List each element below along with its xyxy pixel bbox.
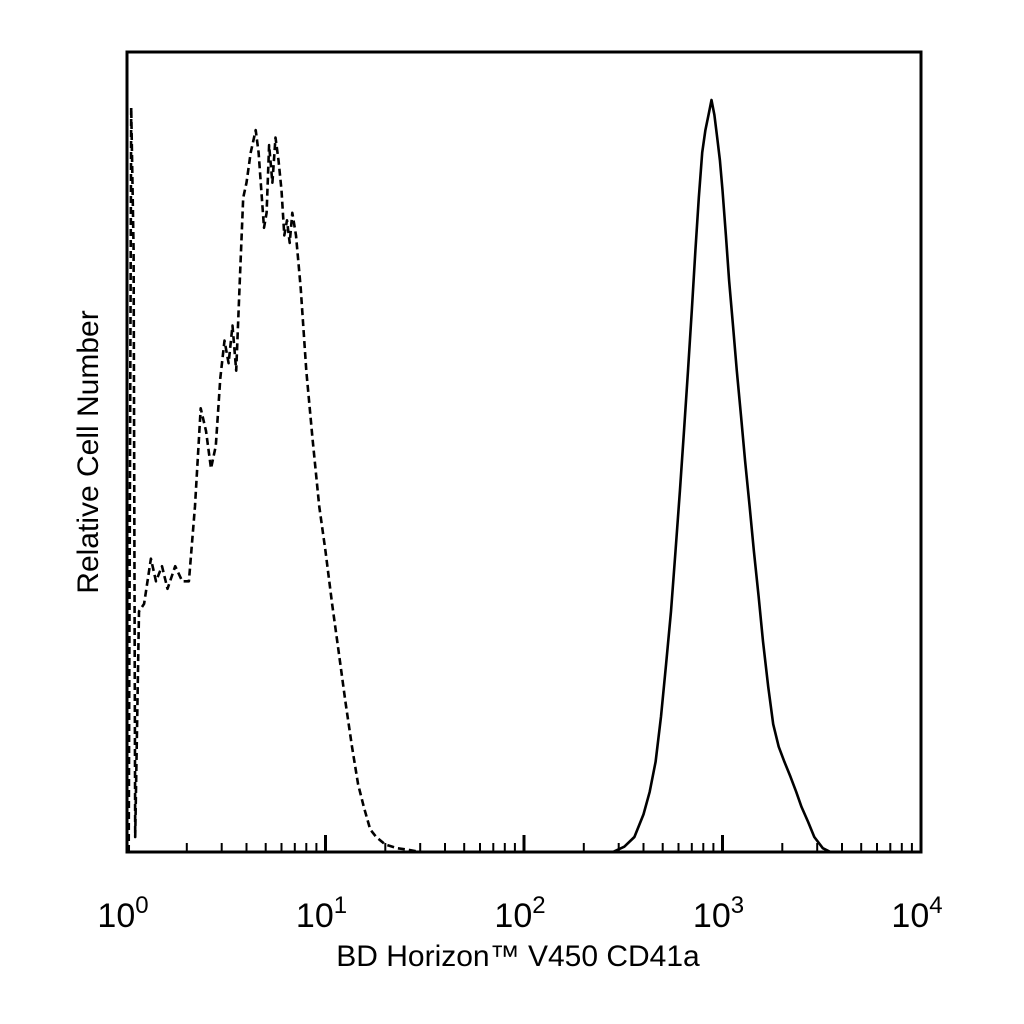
y-axis-label: Relative Cell Number xyxy=(72,310,105,593)
x-axis-ticks xyxy=(125,835,923,852)
x-tick-label: 104 xyxy=(891,892,942,935)
x-tick-label: 101 xyxy=(296,892,347,935)
x-tick-label: 100 xyxy=(97,892,148,935)
plot-area xyxy=(127,98,921,854)
plot-frame xyxy=(125,50,923,854)
x-tick-label: 102 xyxy=(494,892,545,935)
series-line-solid xyxy=(127,98,921,854)
x-axis-label: BD Horizon™ V450 CD41a xyxy=(336,940,700,973)
x-axis-tick-labels: 100 101 102 103 104 xyxy=(97,892,942,935)
series-line-dashed xyxy=(127,106,921,854)
x-tick-label: 103 xyxy=(693,892,744,935)
